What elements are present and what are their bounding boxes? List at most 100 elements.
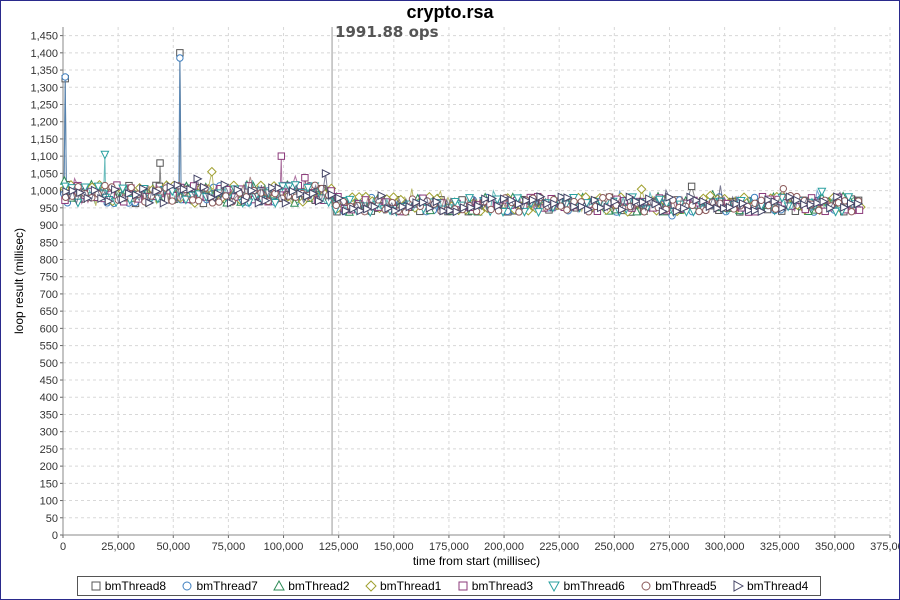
data-point-bmThread6 (93, 182, 103, 192)
y-tick-label: 800 (40, 254, 58, 266)
data-point-bmThread4 (522, 196, 532, 206)
diamond-marker-icon (365, 580, 377, 592)
x-tick-label: 200,000 (484, 541, 524, 553)
x-tick-label: 50,000 (156, 541, 190, 553)
x-tick-label: 25,000 (101, 541, 135, 553)
x-tick-label: 250,000 (594, 541, 634, 553)
data-point-bmThread4 (536, 192, 546, 202)
data-point-bmThread3 (301, 174, 309, 182)
data-point-bmThread4 (793, 195, 803, 205)
data-point-bmThread4 (412, 198, 422, 208)
data-point-bmThread4 (173, 180, 183, 190)
data-point-bmThread4 (692, 195, 702, 205)
data-point-bmThread4 (770, 197, 780, 207)
x-tick-label: 0 (60, 541, 66, 553)
data-point-bmThread4 (76, 188, 86, 198)
data-point-bmThread4 (132, 190, 142, 200)
data-point-bmThread4 (725, 202, 735, 212)
legend-item-bmThread6: bmThread6 (548, 579, 625, 593)
data-point-bmThread4 (488, 193, 498, 203)
legend-label: bmThread7 (196, 579, 258, 593)
data-point-bmThread4 (193, 174, 203, 184)
data-point-bmThread4 (288, 186, 298, 196)
data-point-bmThread5 (815, 206, 823, 215)
data-point-bmThread4 (159, 198, 169, 208)
plot-area (63, 27, 890, 535)
data-point-bmThread4 (425, 203, 435, 213)
data-point-bmThread4 (651, 199, 661, 209)
data-point-bmThread5 (779, 184, 788, 193)
x-tick-label: 100,000 (264, 541, 304, 553)
x-tick-label: 225,000 (539, 541, 579, 553)
data-point-bmThread6 (450, 198, 460, 208)
data-point-bmThread4 (507, 195, 517, 205)
data-point-bmThread4 (384, 203, 394, 213)
data-point-bmThread4 (439, 206, 449, 216)
y-tick-label: 1,100 (30, 151, 58, 163)
data-point-bmThread4 (309, 188, 319, 198)
data-point-bmThread4 (806, 200, 816, 210)
data-point-bmThread4 (750, 206, 760, 216)
data-point-bmThread8 (687, 182, 696, 191)
data-point-bmThread4 (757, 207, 767, 217)
data-point-bmThread4 (854, 199, 864, 209)
square-marker-icon (458, 581, 468, 591)
data-point-bmThread4 (543, 199, 553, 209)
data-point-bmThread4 (744, 205, 754, 215)
data-point-bmThread4 (705, 202, 715, 212)
data-point-bmThread4 (764, 195, 774, 205)
data-point-bmThread4 (699, 196, 709, 206)
legend-label: bmThread6 (563, 579, 625, 593)
legend-label: bmThread1 (379, 579, 442, 593)
data-point-bmThread5 (695, 207, 703, 216)
x-tick-label: 325,000 (760, 541, 800, 553)
data-point-bmThread5 (189, 196, 197, 204)
data-point-bmThread5 (168, 197, 176, 205)
data-point-bmThread4 (459, 203, 469, 213)
y-tick-label: 1,000 (30, 186, 58, 198)
y-tick-label: 50 (46, 513, 58, 525)
data-point-bmThread4 (840, 202, 850, 212)
y-tick-label: 750 (40, 272, 58, 284)
data-point-bmThread1 (636, 184, 647, 195)
data-point-bmThread4 (145, 198, 155, 208)
y-tick-label: 1,400 (30, 48, 58, 60)
data-point-bmThread4 (139, 184, 149, 194)
data-point-bmThread4 (446, 206, 456, 216)
data-point-bmThread4 (813, 198, 823, 208)
data-point-bmThread4 (452, 207, 462, 217)
data-point-bmThread4 (833, 192, 843, 202)
legend-item-bmThread7: bmThread7 (181, 579, 258, 593)
legend-item-bmThread4: bmThread4 (732, 579, 808, 593)
y-tick-label: 1,050 (30, 168, 58, 180)
x-tick-label: 125,000 (319, 541, 359, 553)
data-point-bmThread4 (632, 196, 642, 206)
data-point-bmThread4 (563, 193, 573, 203)
triangle-up-marker-icon (273, 580, 286, 591)
data-point-bmThread4 (254, 198, 264, 208)
data-point-bmThread6 (303, 183, 313, 193)
annotation-label: 1991.88 ops (335, 23, 439, 41)
data-point-bmThread4 (738, 198, 748, 208)
y-tick-label: 1,350 (30, 65, 58, 77)
data-point-bmThread7 (61, 73, 69, 81)
data-point-bmThread4 (732, 199, 742, 209)
data-point-bmThread4 (686, 192, 696, 202)
data-point-bmThread4 (328, 190, 338, 200)
data-point-bmThread4 (474, 201, 484, 211)
data-point-bmThread4 (432, 197, 442, 207)
data-point-bmThread5 (563, 206, 571, 214)
data-point-bmThread8 (156, 159, 164, 167)
data-point-bmThread4 (274, 183, 284, 193)
data-point-bmThread4 (303, 191, 313, 201)
data-point-bmThread4 (494, 201, 504, 211)
data-point-bmThread4 (550, 199, 560, 209)
data-point-bmThread4 (625, 192, 635, 202)
data-point-bmThread4 (398, 202, 408, 212)
data-point-bmThread4 (83, 193, 93, 203)
data-point-bmThread4 (296, 189, 306, 199)
y-tick-label: 700 (40, 289, 58, 301)
data-point-bmThread5 (640, 208, 648, 216)
x-tick-label: 75,000 (212, 541, 246, 553)
